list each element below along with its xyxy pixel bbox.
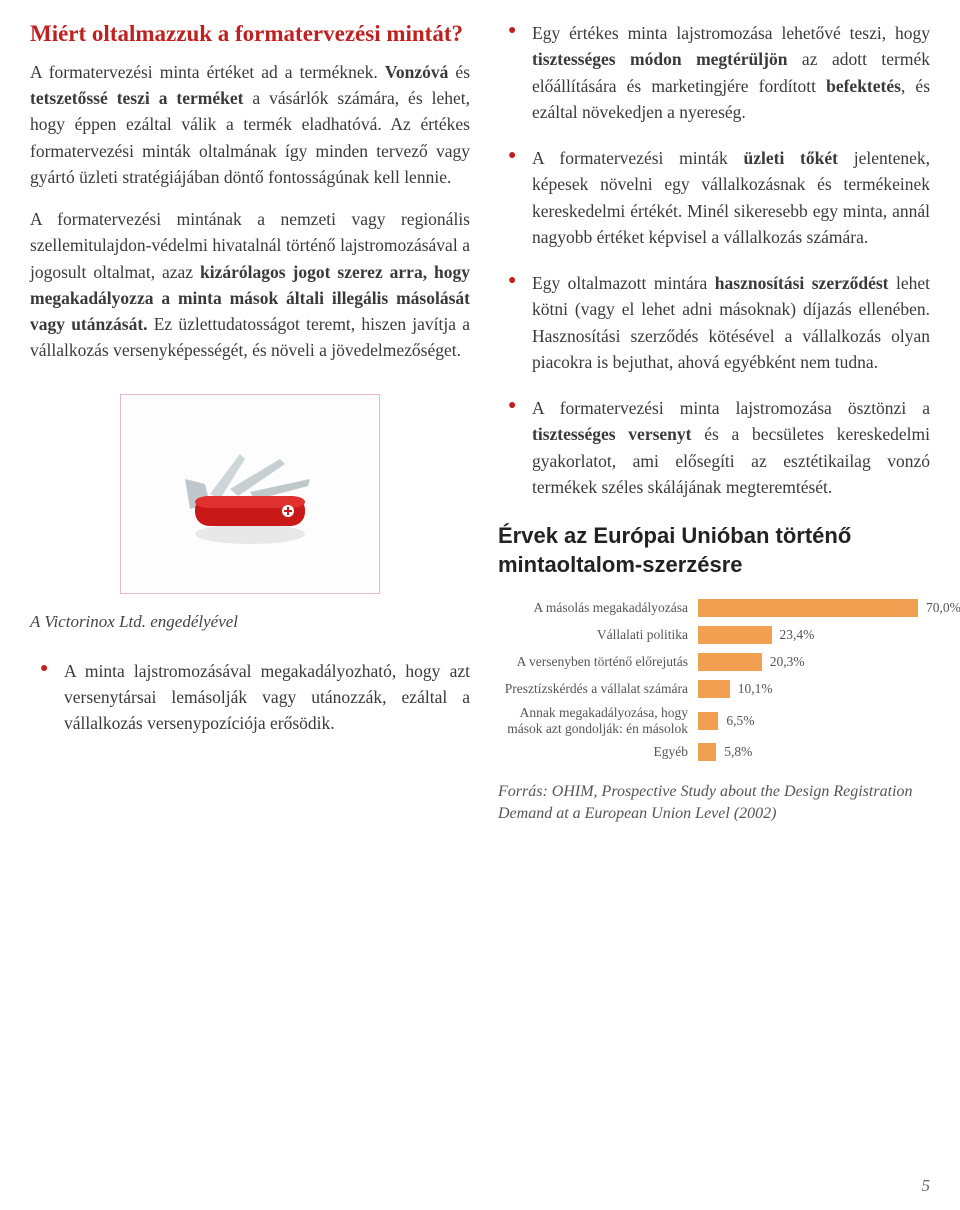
chart-label: Egyéb xyxy=(498,744,698,760)
chart-track: 20,3% xyxy=(698,651,930,673)
bold-text: tisztességes versenyt xyxy=(532,424,692,444)
chart-value: 5,8% xyxy=(724,744,752,760)
bar-chart: A másolás megakadályozása70,0% Vállalati … xyxy=(498,597,930,763)
list-item: A formatervezési minták üzleti tőkét jel… xyxy=(498,145,930,250)
text: A formatervezési minta értéket ad a term… xyxy=(30,62,385,82)
chart-label: Vállalati politika xyxy=(498,627,698,643)
knife-icon xyxy=(160,434,340,554)
chart-row: A versenyben történő előrejutás 20,3% xyxy=(498,651,930,673)
text: Egy oltalmazott mintára xyxy=(532,273,715,293)
chart-label: A másolás megakadályozása xyxy=(498,600,698,616)
section-heading: Miért oltalmazzuk a formatervezési mintá… xyxy=(30,20,470,49)
chart-label: A versenyben történő előrejutás xyxy=(498,654,698,670)
chart-value: 6,5% xyxy=(726,713,754,729)
bold-text: Vonzóvá xyxy=(385,62,449,82)
text: és xyxy=(448,62,470,82)
chart-value: 23,4% xyxy=(780,627,815,643)
paragraph-1: A formatervezési minta értéket ad a term… xyxy=(30,59,470,190)
chart-value: 70,0% xyxy=(926,600,960,616)
chart-row: Egyéb 5,8% xyxy=(498,741,930,763)
bold-text: tetszetőssé teszi a terméket xyxy=(30,88,243,108)
chart-bar xyxy=(698,653,762,671)
chart-bar xyxy=(698,626,772,644)
chart-label: Annak megakadályozása, hogy mások azt go… xyxy=(498,705,698,736)
paragraph-2: A formatervezési mintának a nemzeti vagy… xyxy=(30,206,470,364)
list-item: Egy értékes minta lajstromozása lehetővé… xyxy=(498,20,930,125)
chart-label: Presztízskérdés a vállalat számára xyxy=(498,681,698,697)
chart-bar xyxy=(698,712,718,730)
bold-text: befektetés xyxy=(826,76,901,96)
chart-value: 20,3% xyxy=(770,654,805,670)
chart-row: A másolás megakadályozása70,0% xyxy=(498,597,930,619)
chart-bar xyxy=(698,743,716,761)
page-number: 5 xyxy=(922,1176,931,1196)
chart-row: Vállalati politika 23,4% xyxy=(498,624,930,646)
chart-source: Forrás: OHIM, Prospective Study about th… xyxy=(498,781,930,824)
text: A formatervezési minta lajstromozása ösz… xyxy=(532,398,930,418)
chart-row: Presztízskérdés a vállalat számára 10,1% xyxy=(498,678,930,700)
chart-track: 10,1% xyxy=(698,678,930,700)
chart-bar xyxy=(698,599,918,617)
chart-value: 10,1% xyxy=(738,681,773,697)
list-item: A minta lajstromozásával megakadályozhat… xyxy=(30,658,470,737)
bullet-list-left: A minta lajstromozásával megakadályozhat… xyxy=(30,658,470,737)
text: A formatervezési minták xyxy=(532,148,743,168)
chart-bar xyxy=(698,680,730,698)
bold-text: hasznosítási szerződést xyxy=(715,273,889,293)
chart-track: 6,5% xyxy=(698,710,930,732)
chart-title: Érvek az Európai Unióban történő mintaol… xyxy=(498,522,930,579)
text: Egy értékes minta lajstromozása lehetővé… xyxy=(532,23,930,43)
chart-track: 23,4% xyxy=(698,624,930,646)
list-item: A formatervezési minta lajstromozása ösz… xyxy=(498,395,930,500)
chart-track: 5,8% xyxy=(698,741,930,763)
product-image xyxy=(120,394,380,594)
bullet-list-right: Egy értékes minta lajstromozása lehetővé… xyxy=(498,20,930,500)
list-item: Egy oltalmazott mintára hasznosítási sze… xyxy=(498,270,930,375)
chart-row: Annak megakadályozása, hogy mások azt go… xyxy=(498,705,930,736)
image-caption: A Victorinox Ltd. engedélyével xyxy=(30,612,470,632)
bold-text: üzleti tőkét xyxy=(743,148,837,168)
chart-track: 70,0% xyxy=(698,597,960,619)
bold-text: tisztességes módon megtérüljön xyxy=(532,49,787,69)
